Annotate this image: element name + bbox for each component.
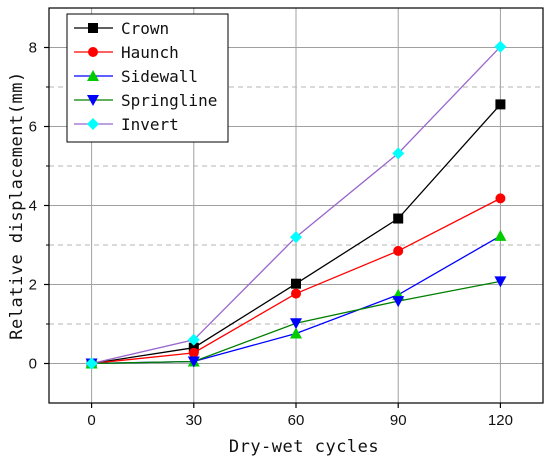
- data-point-springline: [187, 356, 200, 368]
- data-point-springline: [494, 276, 507, 288]
- legend-marker-sidewall: [87, 70, 99, 81]
- legend-label-crown: Crown: [121, 19, 169, 38]
- x-tick-label: 120: [488, 412, 513, 429]
- y-tick-label: 8: [29, 40, 37, 57]
- legend-label-invert: Invert: [121, 115, 179, 134]
- data-point-crown: [291, 278, 301, 289]
- legend-label-springline: Springline: [121, 91, 217, 110]
- data-point-springline: [290, 318, 302, 330]
- data-point-haunch: [188, 347, 199, 358]
- series-group: [85, 40, 507, 370]
- legend-marker-crown: [88, 23, 98, 33]
- y-tick-label: 4: [29, 198, 37, 215]
- legend-marker-invert: [87, 118, 99, 130]
- data-point-invert: [494, 40, 507, 53]
- data-point-invert: [290, 231, 302, 244]
- data-point-invert: [187, 333, 200, 346]
- x-tick-label: 0: [87, 412, 95, 429]
- data-point-crown: [188, 342, 199, 353]
- y-tick-label: 6: [29, 119, 37, 136]
- data-point-crown: [495, 99, 506, 110]
- data-point-invert: [392, 147, 405, 160]
- data-point-invert: [85, 357, 98, 370]
- legend-item-sidewall: Sidewall: [74, 67, 198, 86]
- legend-item-invert: Invert: [74, 115, 179, 134]
- legend-item-crown: Crown: [74, 19, 169, 38]
- data-point-sidewall: [290, 327, 302, 339]
- data-point-springline: [392, 296, 405, 308]
- data-point-haunch: [393, 245, 404, 256]
- legend-marker-haunch: [88, 47, 98, 57]
- legend-label-haunch: Haunch: [121, 43, 179, 62]
- data-point-crown: [393, 213, 404, 224]
- x-axis-title: Dry-wet cycles: [229, 437, 379, 457]
- x-tick-label: 90: [390, 412, 407, 429]
- ticks: 0 30 60 90 120 0 2 4 6 8: [29, 40, 513, 430]
- legend-marker-springline: [87, 95, 99, 106]
- data-point-haunch: [291, 288, 301, 299]
- x-tick-label: 60: [288, 412, 305, 429]
- series-invert: [85, 40, 507, 370]
- legend: Crown Haunch Sidewall Springline Invert: [66, 13, 229, 143]
- y-tick-label: 2: [29, 277, 37, 294]
- y-tick-label: 0: [29, 356, 37, 373]
- grid: [49, 8, 543, 403]
- legend-item-springline: Springline: [74, 91, 217, 110]
- legend-label-sidewall: Sidewall: [121, 67, 198, 86]
- x-tick-label: 30: [185, 412, 202, 429]
- data-point-sidewall: [494, 229, 507, 241]
- legend-item-haunch: Haunch: [74, 43, 179, 62]
- y-axis-title: Relative displacement(mm): [7, 71, 27, 339]
- data-point-haunch: [495, 193, 506, 204]
